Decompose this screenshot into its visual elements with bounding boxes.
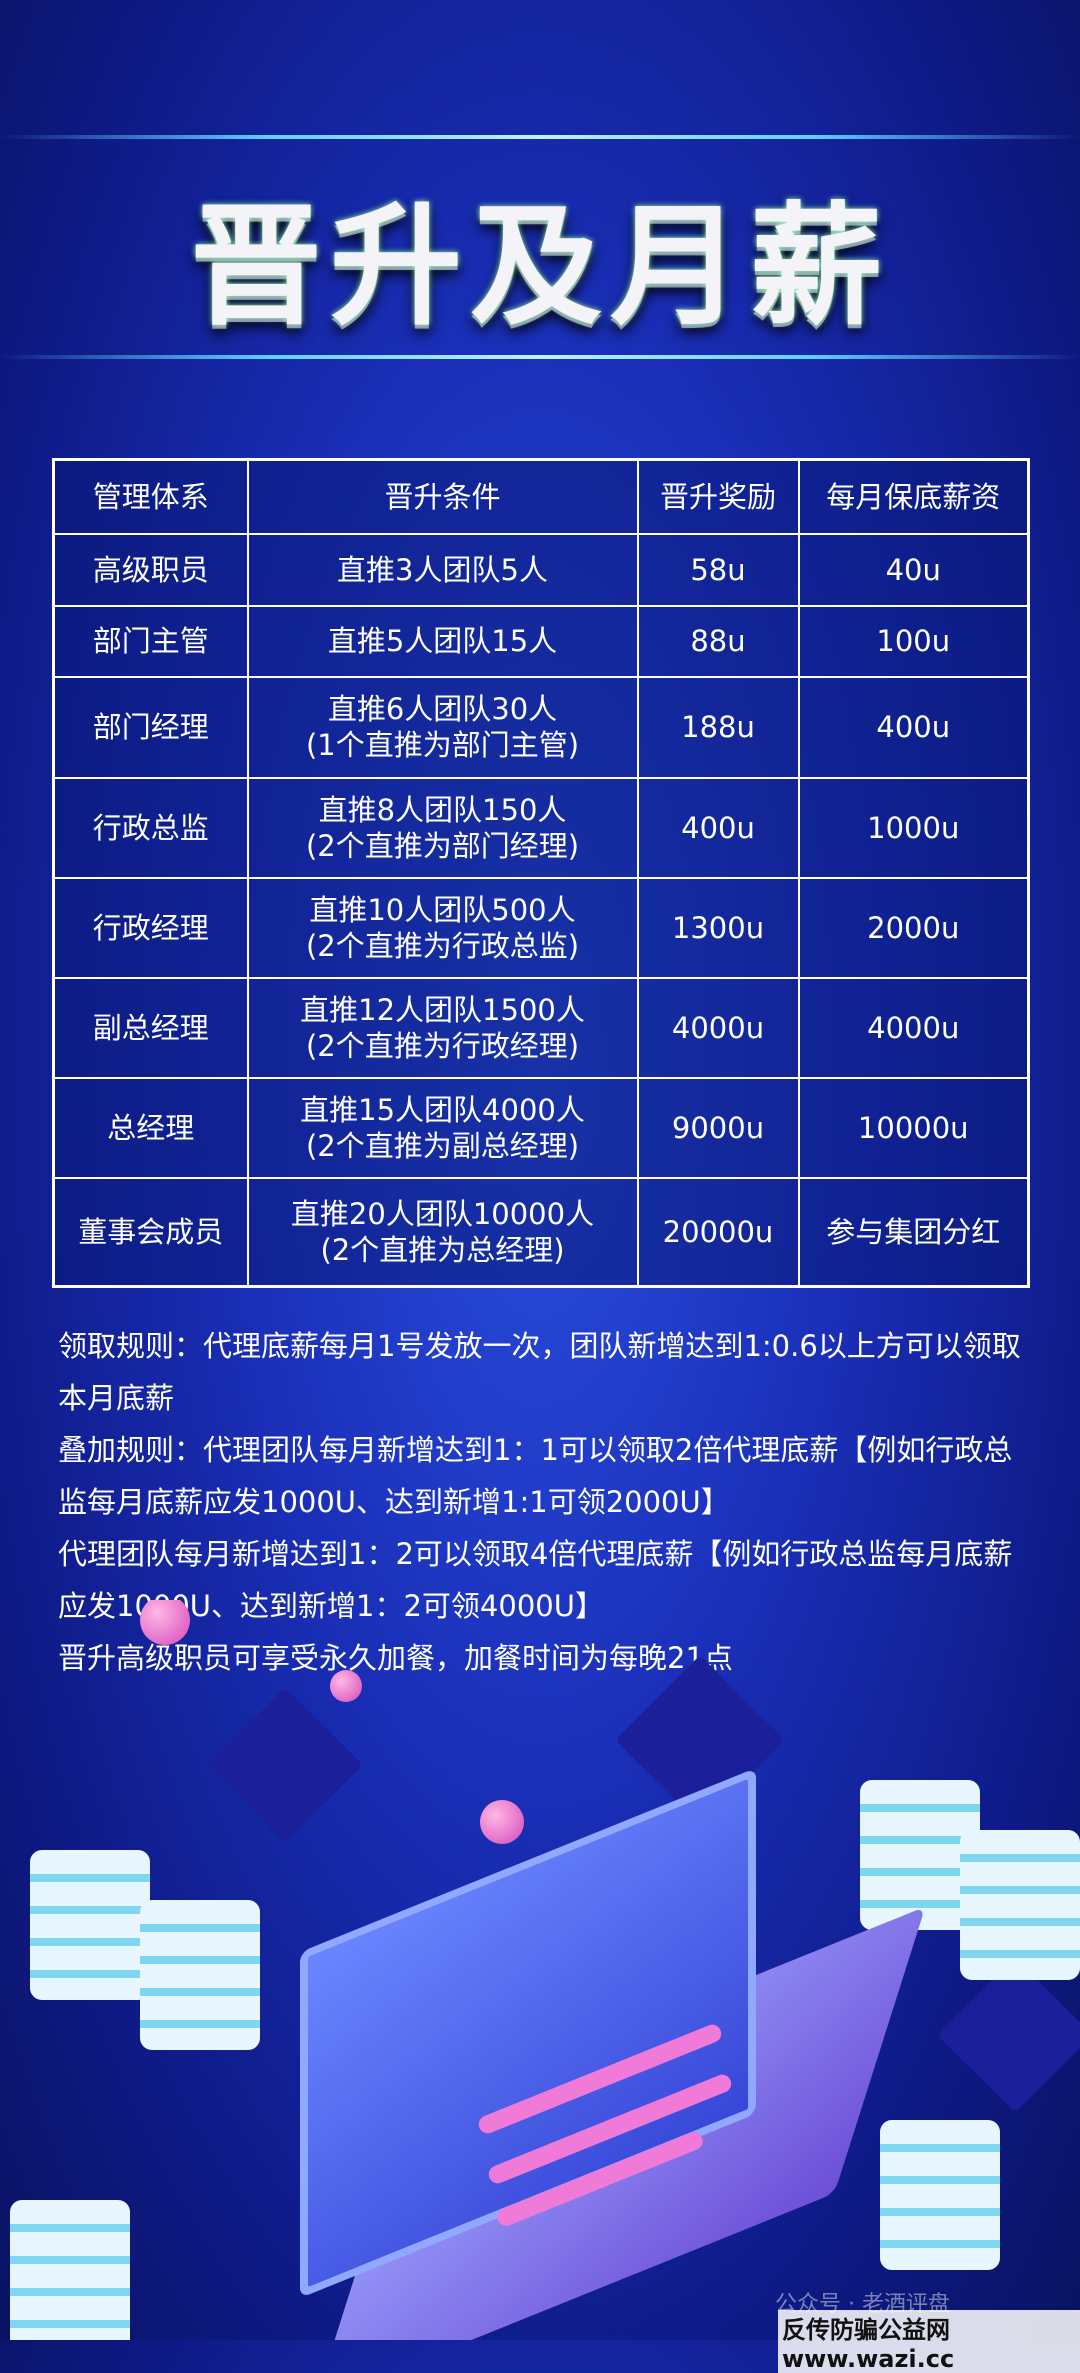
decor-ball (330, 1670, 362, 1702)
reward-cell: 1300u (636, 876, 800, 979)
rule-text: 晋升高级职员可享受永久加餐，加餐时间为每晚21点 (58, 1641, 733, 1675)
reward-cell: 20000u (636, 1176, 800, 1288)
table-row: 总经理 直推15人团队4000人 (2个直推为副总经理) 9000u 10000u (52, 1076, 1030, 1179)
table-header-row: 管理体系 晋升条件 晋升奖励 每月保底薪资 (52, 458, 1030, 535)
rule-text: 叠加规则：代理团队每月新增达到1：1可以领取2倍代理底薪【例如行政总监每月底薪应… (58, 1433, 1013, 1519)
server-stack (140, 1900, 260, 2050)
reward-cell: 188u (636, 675, 800, 779)
rule-text: 代理团队每月新增达到1：2可以领取4倍代理底薪【例如行政总监每月底薪应发1000… (58, 1537, 1013, 1623)
decor-cube (207, 1687, 363, 1843)
decor-cube (937, 1957, 1080, 2113)
header-cell: 每月保底薪资 (797, 458, 1030, 535)
table-row: 部门经理 直推6人团队30人 (1个直推为部门主管) 188u 400u (52, 675, 1030, 779)
condition-line: (2个直推为部门经理) (305, 828, 580, 863)
condition-cell: 直推15人团队4000人 (2个直推为副总经理) (246, 1076, 639, 1179)
salary-cell: 2000u (797, 876, 1030, 979)
site-watermark: 反传防骗公益网 www.wazi.cc (778, 2310, 1080, 2373)
reward-cell: 4000u (636, 976, 800, 1079)
condition-line: (2个直推为行政总监) (305, 928, 580, 963)
reward-cell: 88u (636, 604, 800, 678)
condition-cell: 直推20人团队10000人 (2个直推为总经理) (246, 1176, 639, 1288)
tech-illustration (0, 1600, 1080, 2340)
table-row: 部门主管 直推5人团队15人 88u 100u (52, 604, 1030, 678)
level-cell: 行政经理 (52, 876, 249, 979)
light-streak (0, 355, 1080, 359)
light-streak (0, 135, 1080, 139)
condition-line: (2个直推为副总经理) (305, 1128, 580, 1163)
condition-line: (2个直推为总经理) (320, 1232, 565, 1267)
level-cell: 副总经理 (52, 976, 249, 1079)
table-row: 高级职员 直推3人团队5人 58u 40u (52, 532, 1030, 607)
level-cell: 董事会成员 (52, 1176, 249, 1288)
level-cell: 部门主管 (52, 604, 249, 678)
condition-line: 直推15人团队4000人 (300, 1092, 585, 1127)
salary-cell: 4000u (797, 976, 1030, 1079)
condition-cell: 直推3人团队5人 (246, 532, 639, 607)
condition-cell: 直推6人团队30人 (1个直推为部门主管) (246, 675, 639, 779)
condition-cell: 直推8人团队150人 (2个直推为部门经理) (246, 776, 639, 879)
page-title: 晋升及月薪 (190, 189, 890, 344)
condition-line: 直推20人团队10000人 (290, 1196, 595, 1231)
condition-line: (2个直推为行政经理) (305, 1028, 580, 1063)
condition-line: 直推12人团队1500人 (300, 992, 585, 1027)
server-stack (30, 1850, 150, 2000)
condition-line: 直推10人团队500人 (309, 892, 576, 927)
salary-cell: 40u (797, 532, 1030, 607)
decor-ball (480, 1800, 524, 1844)
condition-line: 直推6人团队30人 (327, 692, 558, 726)
condition-cell: 直推10人团队500人 (2个直推为行政总监) (246, 876, 639, 979)
server-stack (960, 1830, 1080, 1980)
level-cell: 总经理 (52, 1076, 249, 1179)
salary-cell: 100u (797, 604, 1030, 678)
table-row: 董事会成员 直推20人团队10000人 (2个直推为总经理) 20000u 参与集团分红 (52, 1176, 1030, 1288)
condition-line: 直推5人团队15人 (327, 624, 558, 658)
header-cell: 管理体系 (52, 458, 249, 535)
salary-cell: 10000u (797, 1076, 1030, 1179)
reward-cell: 400u (636, 776, 800, 879)
rules-section: 领取规则：代理底薪每月1号发放一次，团队新增达到1:0.6以上方可以领取本月底薪… (58, 1320, 1038, 1684)
header-cell: 晋升奖励 (636, 458, 800, 535)
server-stack (880, 2120, 1000, 2270)
condition-line: (1个直推为部门主管) (305, 728, 580, 762)
level-cell: 行政总监 (52, 776, 249, 879)
table-row: 行政总监 直推8人团队150人 (2个直推为部门经理) 400u 1000u (52, 776, 1030, 879)
header-cell: 晋升条件 (246, 458, 639, 535)
reward-cell: 9000u (636, 1076, 800, 1179)
table-row: 行政经理 直推10人团队500人 (2个直推为行政总监) 1300u 2000u (52, 876, 1030, 979)
server-stack (10, 2200, 130, 2340)
table-row: 副总经理 直推12人团队1500人 (2个直推为行政经理) 4000u 4000u (52, 976, 1030, 1079)
level-cell: 部门经理 (52, 675, 249, 779)
level-cell: 高级职员 (52, 532, 249, 607)
salary-cell: 参与集团分红 (797, 1176, 1030, 1288)
condition-cell: 直推12人团队1500人 (2个直推为行政经理) (246, 976, 639, 1079)
condition-line: 直推8人团队150人 (318, 792, 567, 827)
salary-cell: 400u (797, 675, 1030, 779)
condition-line: 直推3人团队5人 (337, 552, 548, 587)
condition-cell: 直推5人团队15人 (246, 604, 639, 678)
promotion-table: 管理体系 晋升条件 晋升奖励 每月保底薪资 高级职员 直推3人团队5人 58u 40u… (52, 458, 1030, 1288)
reward-cell: 58u (636, 532, 800, 607)
rule-text: 领取规则：代理底薪每月1号发放一次，团队新增达到1:0.6以上方可以领取本月底薪 (58, 1329, 1021, 1415)
decor-ball (140, 1600, 190, 1645)
salary-cell: 1000u (797, 776, 1030, 879)
